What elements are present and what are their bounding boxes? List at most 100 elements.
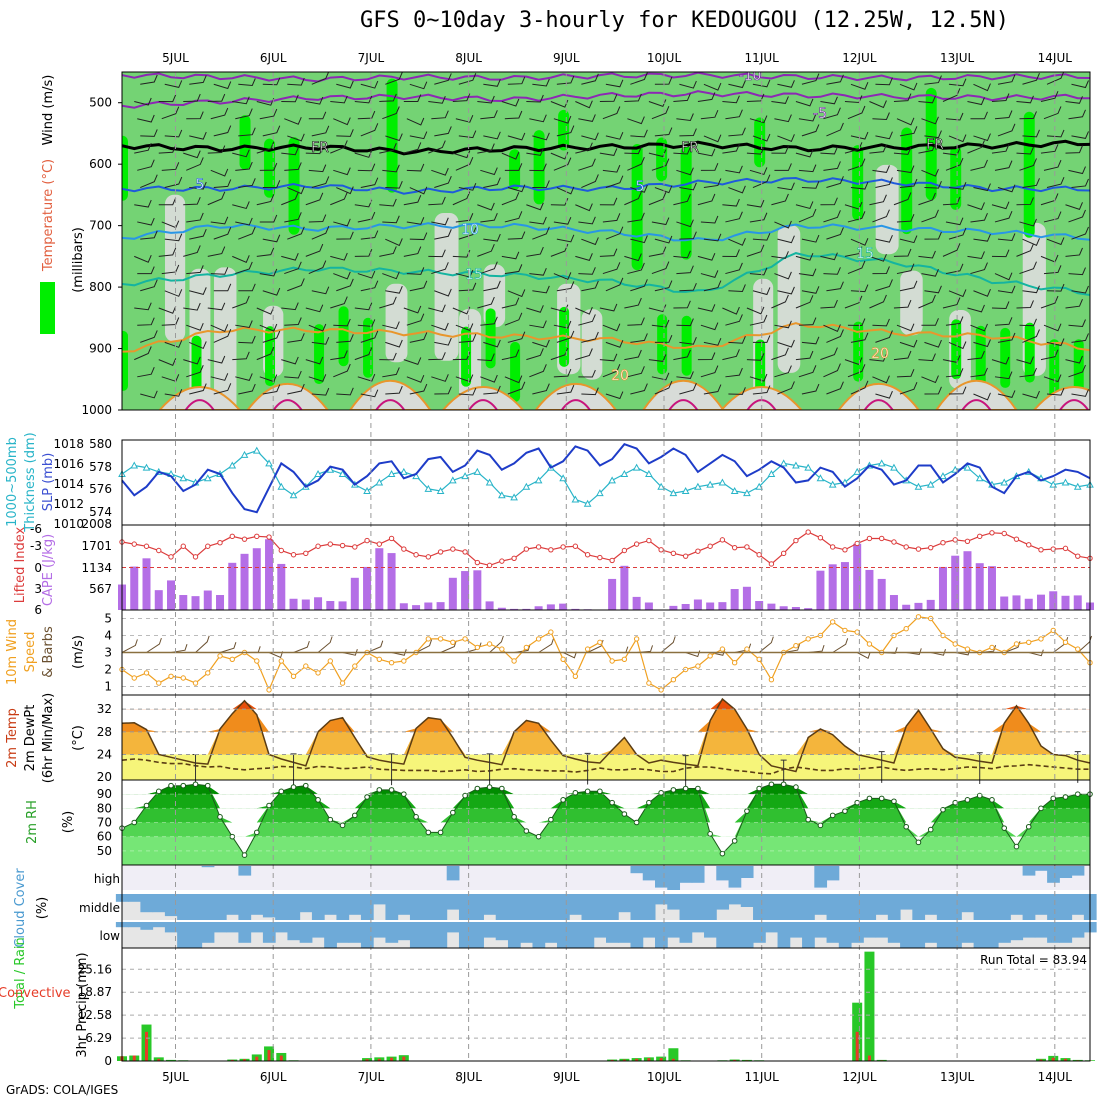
wind-barb xyxy=(654,127,673,137)
wind-barb xyxy=(403,305,422,314)
rh-point xyxy=(523,828,530,834)
lifted-index-point xyxy=(866,535,873,542)
wind-barb xyxy=(556,384,575,395)
wind-barb xyxy=(428,249,446,258)
wind-barb xyxy=(357,163,376,172)
wind-barb xyxy=(1065,96,1083,104)
wind-barb xyxy=(382,106,400,120)
cloud-low-bar xyxy=(434,922,448,948)
wind-barb xyxy=(357,319,376,327)
wind10-barb xyxy=(832,638,849,653)
wind-barb xyxy=(918,294,936,309)
lifted-index-point xyxy=(180,543,186,549)
wind-barb xyxy=(654,280,673,292)
cloud-low-bar xyxy=(250,922,264,933)
wind-barb xyxy=(875,131,893,140)
cape-bar xyxy=(779,606,788,610)
wind-barb xyxy=(651,217,670,226)
precip-convective-bar xyxy=(610,1059,614,1061)
wind-barb xyxy=(483,280,501,292)
wind-barb xyxy=(728,387,746,395)
wind-barb xyxy=(823,161,841,171)
wind10-point xyxy=(425,636,432,642)
wind-barb xyxy=(624,297,642,309)
thickness-point xyxy=(730,486,739,494)
wind-barb xyxy=(605,132,624,140)
cloud-low-bar xyxy=(593,922,607,938)
wind-barb xyxy=(308,374,327,382)
wind-barb xyxy=(826,176,844,189)
wind-barb xyxy=(703,280,722,292)
wind-barb xyxy=(627,366,645,378)
wind-barb xyxy=(550,99,569,108)
cape-bar xyxy=(1049,591,1058,610)
wind-barb xyxy=(991,201,1010,210)
precip-panel-bg xyxy=(122,948,1090,1061)
wind-barb xyxy=(532,285,550,294)
wind-barb xyxy=(1068,209,1086,223)
wind-barb xyxy=(893,192,912,206)
cloud-low-bar xyxy=(667,922,681,938)
wind-barb xyxy=(526,148,544,156)
wind-barb xyxy=(651,261,670,275)
wind10-point xyxy=(744,646,750,652)
cloud-high-bar xyxy=(446,866,460,881)
lifted-axis-label: Lifted Index xyxy=(13,526,28,603)
wind-barb xyxy=(284,162,302,171)
dewpoint-axis-label: 2m DewPt xyxy=(23,705,38,772)
wind-barb xyxy=(532,383,550,395)
wind-barb xyxy=(997,233,1016,241)
wind10-point xyxy=(217,653,223,659)
cloud-middle-bar xyxy=(826,894,840,920)
wind10-point xyxy=(854,629,860,635)
wind-barb xyxy=(281,192,299,206)
wind-barb xyxy=(235,217,253,226)
rh-point xyxy=(1062,794,1069,800)
day-label-bottom: 10JUL xyxy=(647,1070,682,1084)
wind-barb xyxy=(1096,130,1100,137)
rh-point xyxy=(535,833,542,840)
wind-barb xyxy=(578,158,596,171)
thickness-point xyxy=(534,476,543,484)
day-label-top: 9JUL xyxy=(553,51,580,65)
wind-barb xyxy=(458,130,477,139)
rh-point xyxy=(474,785,481,792)
wind-barb xyxy=(973,183,991,192)
wind-barb xyxy=(189,181,207,190)
cloud-middle-bar xyxy=(471,894,484,920)
wind-barb xyxy=(360,177,379,189)
wind-barb xyxy=(942,297,961,309)
thickness-point xyxy=(767,469,776,477)
wind-barb xyxy=(134,143,152,154)
wind-barb xyxy=(256,247,275,257)
wind-barb xyxy=(651,106,670,120)
wind10-barb xyxy=(489,635,504,653)
wind-barb xyxy=(991,93,1010,102)
temperature-legend-label: Temperature (°C) xyxy=(41,159,56,272)
wind-barb xyxy=(434,386,452,395)
wind-barb xyxy=(183,93,201,102)
wind-barb xyxy=(991,249,1010,258)
lifted-index-point xyxy=(437,549,444,555)
wind-barb xyxy=(1040,295,1059,309)
wind-barb xyxy=(872,266,890,275)
wind-barb xyxy=(238,383,256,395)
wind-barb xyxy=(287,226,305,240)
wind-barb xyxy=(896,117,915,126)
cloud-low-bar xyxy=(998,922,1011,943)
wind-barb xyxy=(602,364,621,378)
wind-barb xyxy=(311,286,330,295)
wind10-point xyxy=(290,673,297,679)
wind-barb xyxy=(336,80,354,89)
precip-convective-bar xyxy=(671,1058,675,1061)
cape-bar xyxy=(154,590,163,610)
wind-barb xyxy=(918,143,936,154)
wind-barb xyxy=(526,246,544,257)
wind-barb xyxy=(826,227,844,240)
wind-barb xyxy=(504,375,523,384)
wind-barb xyxy=(847,364,866,378)
wind-barb xyxy=(504,312,523,326)
wind-barb xyxy=(529,114,547,123)
cloud-low-bar xyxy=(1071,922,1085,938)
cape-bar xyxy=(742,586,751,610)
